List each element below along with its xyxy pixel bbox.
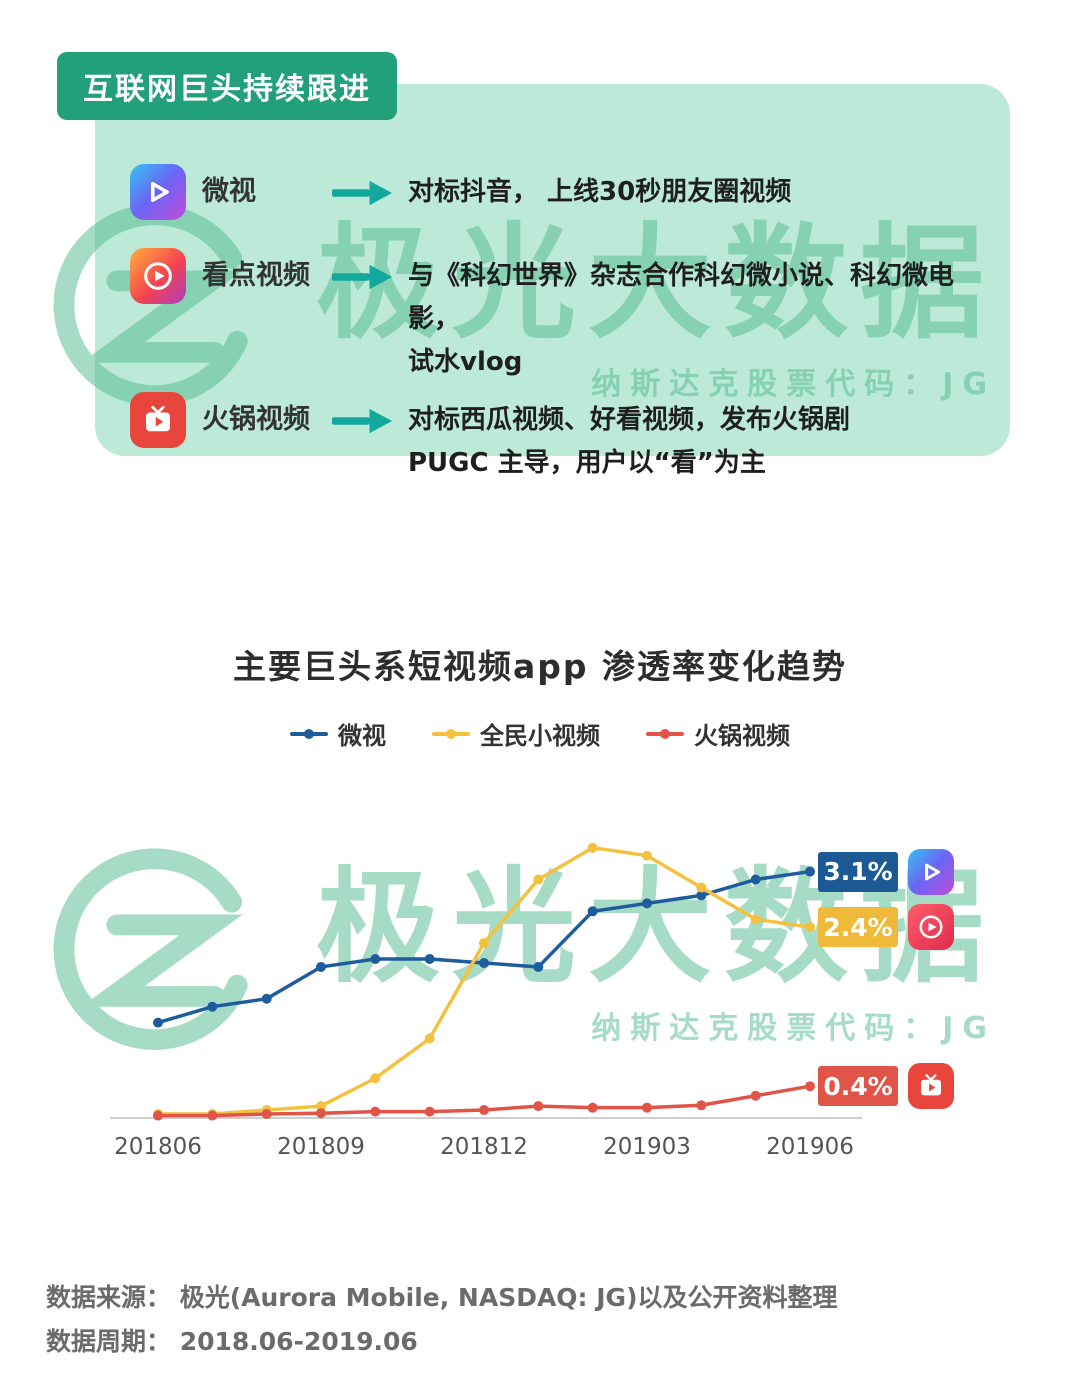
tv-play-glyph — [146, 405, 170, 432]
data-source-note: 数据来源： 极光(Aurora Mobile, NASDAQ: JG)以及公开资… — [46, 1283, 838, 1312]
legend-item-quanmin: 全民小视频 — [432, 716, 600, 751]
arrow-right-icon — [332, 408, 392, 434]
value-label-weishi: 3.1% — [818, 851, 898, 892]
svg-text:201809: 201809 — [277, 1134, 365, 1160]
desc-line: PUGC 主导，用户以“看”为主 — [408, 448, 766, 478]
app-description: 对标抖音， 上线30秒朋友圈视频 — [408, 164, 791, 214]
legend-item-weishi: 微视 — [290, 716, 386, 751]
legend-label: 火锅视频 — [694, 722, 790, 750]
arrow-right-icon — [332, 180, 392, 206]
huoguo-icon — [130, 392, 186, 448]
huoguo-icon — [908, 1063, 954, 1110]
legend-marker — [646, 728, 684, 739]
svg-text:201806: 201806 — [114, 1134, 202, 1160]
desc-line: 对标西瓜视频、好看视频，发布火锅剧 — [408, 405, 851, 435]
app-row-huoguo: 火锅视频 对标西瓜视频、好看视频，发布火锅剧 PUGC 主导，用户以“看”为主 — [130, 392, 990, 485]
value-label-huoguo: 0.4% — [818, 1066, 898, 1107]
svg-text:201812: 201812 — [440, 1134, 528, 1160]
desc-line: 对标抖音， 上线30秒朋友圈视频 — [408, 177, 792, 207]
legend-label: 微视 — [338, 722, 386, 750]
weishi-icon — [908, 848, 954, 895]
legend-marker — [432, 728, 470, 739]
desc-line: 与《科幻世界》杂志合作科幻微小说、科幻微电影， — [408, 261, 955, 334]
app-row-kandian: 看点视频 与《科幻世界》杂志合作科幻微小说、科幻微电影， 试水vlog — [130, 248, 990, 384]
app-rows: 微视 对标抖音， 上线30秒朋友圈视频 看点视频 与《科幻世界》杂志合作科 — [130, 164, 990, 513]
weishi-icon — [130, 164, 186, 220]
play-circle-glyph — [144, 262, 172, 290]
app-row-weishi: 微视 对标抖音， 上线30秒朋友圈视频 — [130, 164, 990, 220]
app-name: 看点视频 — [202, 260, 310, 291]
play-glyph — [150, 181, 169, 203]
kandian-icon — [130, 248, 186, 304]
svg-text:201903: 201903 — [603, 1134, 691, 1160]
legend-marker — [290, 728, 328, 739]
desc-line: 试水vlog — [408, 347, 523, 377]
app-name: 火锅视频 — [202, 404, 310, 435]
section-header: 互联网巨头持续跟进 — [57, 52, 397, 120]
svg-text:201906: 201906 — [766, 1134, 854, 1160]
penetration-line-chart: 201806 201809 201812 201903 201906 — [110, 842, 862, 1160]
legend-label: 全民小视频 — [480, 722, 600, 750]
app-description: 对标西瓜视频、好看视频，发布火锅剧 PUGC 主导，用户以“看”为主 — [408, 392, 850, 485]
app-name: 微视 — [202, 176, 256, 207]
chart-title: 主要巨头系短视频app 渗透率变化趋势 — [232, 647, 847, 686]
legend-item-huoguo: 火锅视频 — [646, 716, 790, 751]
chart-legend: 微视 全民小视频 火锅视频 — [0, 716, 1080, 751]
data-period-note: 数据周期： 2018.06-2019.06 — [46, 1327, 418, 1356]
footer: 数据来源： 极光(Aurora Mobile, NASDAQ: JG)以及公开资… — [46, 1276, 838, 1364]
quanmin-icon — [908, 904, 954, 951]
value-label-quanmin: 2.4% — [818, 907, 898, 948]
arrow-right-icon — [332, 264, 392, 290]
app-description: 与《科幻世界》杂志合作科幻微小说、科幻微电影， 试水vlog — [408, 248, 990, 384]
